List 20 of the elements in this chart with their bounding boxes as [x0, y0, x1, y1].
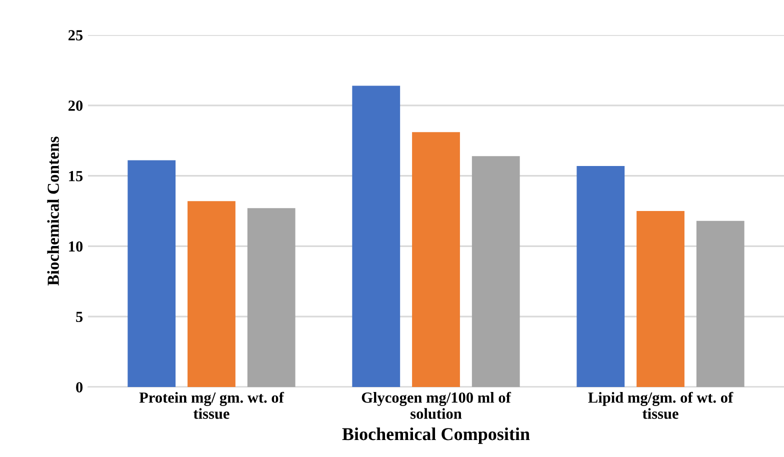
y-tick-label: 15 [69, 171, 83, 182]
bar [352, 86, 400, 387]
bar [412, 132, 460, 387]
bar [636, 211, 684, 387]
bar [188, 201, 236, 387]
y-tick-label: 5 [76, 312, 83, 322]
bar [247, 208, 296, 387]
y-tick-label: 20 [68, 100, 83, 111]
x-tick-label: Protein mg/ gm. wt. of tissue [139, 392, 284, 419]
x-axis-title: Biochemical Compositin [342, 428, 530, 444]
bar [128, 160, 176, 387]
x-tick-label: Glycogen mg/100 ml of solution [362, 392, 512, 419]
x-tick-label: Lipid mg/gm. of wt. of tissue [588, 392, 734, 419]
y-tick-label: 0 [76, 382, 83, 392]
y-tick-label: 25 [68, 30, 83, 40]
bar [472, 156, 520, 387]
bar [576, 166, 625, 387]
y-tick-label: 10 [69, 241, 83, 252]
bar [696, 220, 744, 387]
y-axis-title: Biochemical Contens [47, 136, 59, 286]
